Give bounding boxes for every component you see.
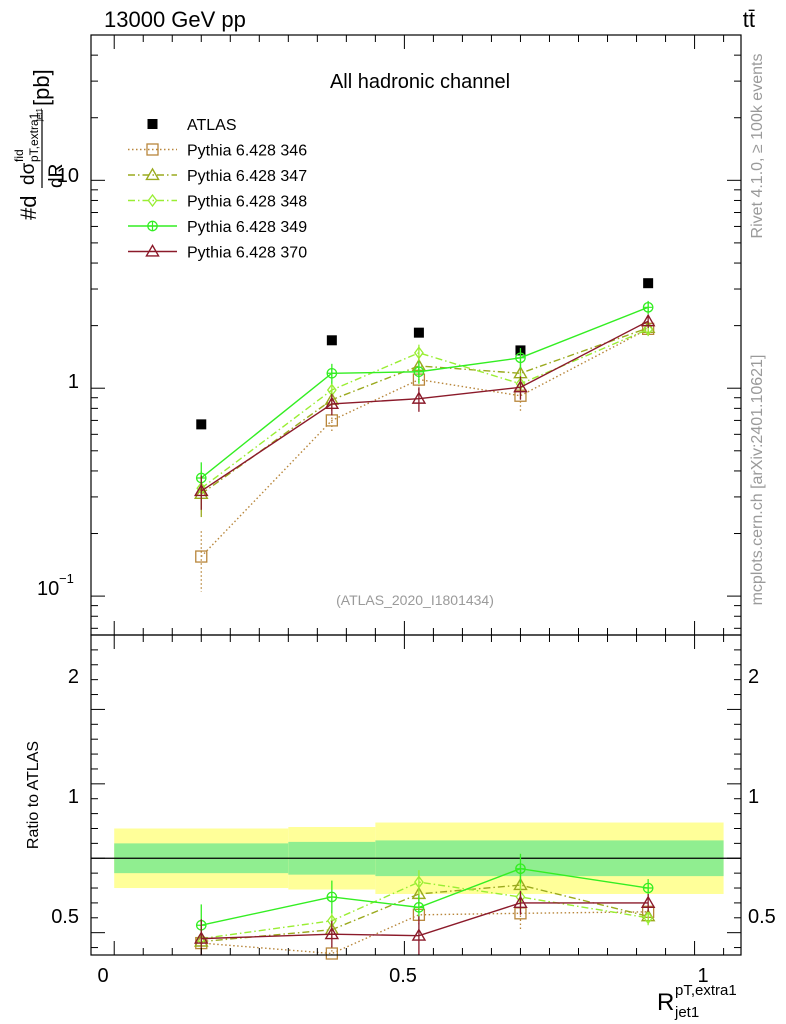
xtick-label-0: 0: [97, 965, 108, 987]
data-point-3-2: [413, 346, 424, 360]
data-point-5-1: [324, 396, 340, 410]
data-point-4-3: [515, 352, 526, 364]
ratio-point-3-2: [413, 902, 425, 913]
xtick-label-1: 1: [697, 965, 708, 987]
legend-marker-0: [147, 119, 158, 129]
ylabel-numerator: dσ: [18, 162, 39, 185]
ratio-ytick-label-2-right: 2: [748, 666, 759, 688]
data-point-4-3-cross: [515, 353, 526, 363]
ratio-ytick-label-2: 2: [68, 666, 79, 688]
ratio-point-3-1-cross: [327, 892, 337, 902]
ratio-panel: Ratio to ATLAS 2 1 0.5 2 1 0.5 0 0.5 1 R…: [25, 634, 776, 1021]
ylabel-prefix: #d: [16, 196, 41, 220]
legend-label-2: Pythia 6.428 347: [187, 168, 307, 185]
ratio-ytick-label-0.5-right: 0.5: [748, 906, 776, 928]
ytick-label-1: 1: [68, 371, 79, 393]
data-point-0-1: [326, 335, 337, 346]
ratio-point-3-4: [642, 882, 654, 894]
data-point-5-2: [411, 391, 427, 404]
ratio-point-4-1: [324, 926, 340, 940]
main-y-label: #d dσ fid pT,extra1 jet1 dR [pb]: [12, 69, 67, 220]
ratio-y-label: Ratio to ATLAS: [25, 741, 42, 849]
xtick-label-0.5: 0.5: [389, 965, 417, 987]
legend: ATLAS Pythia 6.428 346 Pythia 6.428 347 Pyt…: [128, 117, 307, 262]
data-point-5-4: [640, 313, 656, 327]
data-point-0-2: [413, 327, 424, 338]
data-point-4-4: [642, 301, 654, 313]
ratio-point-2-2: [413, 875, 424, 889]
ratio-plot-area: [91, 822, 741, 960]
main-title: All hadronic channel: [330, 71, 510, 93]
legend-label-1: Pythia 6.428 346: [187, 143, 307, 160]
ylabel-sub: pT,extra1: [27, 112, 41, 162]
ratio-point-4-3: [513, 895, 528, 909]
ytick-label-0.1-exp: −1: [59, 571, 74, 586]
legend-label-0: ATLAS: [187, 117, 237, 134]
legend-marker-3: [147, 193, 158, 208]
legend-marker-2: [145, 167, 160, 181]
data-point-4-1: [326, 367, 338, 379]
ytick-label-0.1-base: 10: [37, 578, 59, 600]
ratio-ytick-label-1-right: 1: [748, 786, 759, 808]
ratio-point-4-4: [640, 895, 656, 909]
ratio-line-1: [201, 884, 649, 943]
legend-label-3: Pythia 6.428 348: [187, 194, 307, 211]
data-point-0-4: [643, 278, 654, 289]
legend-marker-1: [146, 143, 159, 156]
ratio-ytick-label-1: 1: [68, 786, 79, 808]
ylabel-denominator: dR: [46, 164, 67, 188]
data-point-5-0: [194, 483, 209, 497]
ratio-point-3-3-cross: [515, 863, 526, 874]
ratio-point-3-1: [326, 891, 338, 903]
rivet-label: Rivet 4.1.0, ≥ 100k events: [749, 54, 766, 239]
legend-marker-5: [145, 244, 160, 257]
ratio-point-2-4: [643, 911, 654, 925]
xlabel-sup: pT,extra1: [675, 982, 737, 999]
data-point-1-0: [195, 550, 208, 563]
data-point-0-0: [196, 419, 207, 430]
ratio-point-3-3: [515, 863, 526, 874]
ratio-frame: [90, 634, 742, 956]
ratio-axes: [91, 634, 741, 955]
ratio-point-4-0: [194, 931, 209, 944]
series-line-2: [200, 327, 649, 495]
legend-marker-4-cross: [147, 221, 158, 231]
data-point-3-4: [643, 322, 654, 336]
ratio-ytick-label-0.5: 0.5: [51, 906, 79, 928]
main-plot-area: [194, 278, 656, 592]
energy-label: 13000 GeV pp: [104, 7, 246, 32]
ylabel-subsub: jet1: [35, 108, 44, 122]
process-label: tt̄: [743, 7, 755, 32]
data-point-5-3: [513, 379, 528, 393]
ylabel-sup: fid: [12, 149, 26, 162]
legend-marker-4: [147, 220, 158, 232]
ratio-point-3-4-cross: [643, 883, 653, 893]
source-label: mcplots.cern.ch [arXiv:2401.10621]: [749, 355, 766, 606]
legend-label-4: Pythia 6.428 349: [187, 219, 307, 236]
x-axis-label: R pT,extra1 jet1: [657, 982, 737, 1021]
ratio-point-3-2-cross: [414, 902, 424, 913]
ratio-line-2: [201, 881, 649, 940]
main-y-axis: [91, 34, 741, 635]
ratio-point-4-2: [411, 928, 427, 941]
legend-label-5: Pythia 6.428 370: [187, 245, 307, 262]
ylabel-unit: [pb]: [29, 69, 54, 106]
data-point-4-2-cross: [414, 367, 424, 377]
xlabel-sub: jet1: [674, 1004, 699, 1021]
ratio-point-0-1: [325, 947, 338, 960]
watermark: (ATLAS_2020_I1801434): [336, 592, 494, 608]
data-point-4-4-cross: [643, 302, 653, 312]
xlabel-base: R: [657, 989, 674, 1016]
ytick-label-10: 10: [57, 165, 79, 187]
series-5: [194, 313, 656, 510]
main-panel: All hadronic channel (ATLAS_2020_I180143…: [12, 34, 742, 636]
data-point-4-2: [413, 366, 425, 378]
data-point-4-1-cross: [327, 368, 337, 378]
